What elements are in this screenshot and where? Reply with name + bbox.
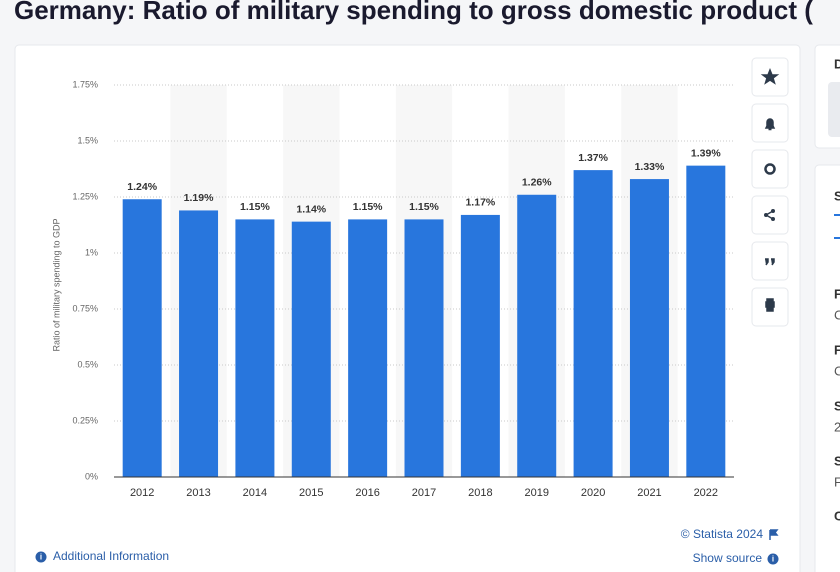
y-tick-label: 1% [85,247,98,257]
side-letter: F [834,474,840,489]
x-tick-label: 2020 [581,487,605,499]
side-letter: D [834,56,840,71]
side-box [828,82,840,137]
side-letter: S [834,453,840,468]
value-label: 1.17% [465,197,495,209]
side-letter: S [834,188,840,203]
side-letter: 2 [834,419,840,434]
value-label: 1.39% [691,147,721,159]
y-tick-label: 0.75% [72,303,98,313]
x-tick-label: 2021 [637,487,661,499]
footer: © Statista 2024 Show source i i Addition… [35,527,779,565]
side-letter: F [834,342,840,357]
x-tick-label: 2013 [186,487,210,499]
y-tick-label: 0.5% [77,359,98,369]
tool-button[interactable] [751,241,789,281]
tool-icon [760,67,780,85]
y-tick-label: 0.25% [72,415,98,425]
bar [517,194,557,477]
bar [291,221,331,477]
bar [179,210,219,477]
side-letter: S [834,398,840,413]
tool-icon [764,163,776,175]
value-label: 1.33% [635,161,665,173]
info-icon-glyph: i [772,555,774,564]
bar [122,199,162,478]
value-label: 1.15% [353,201,383,213]
chart: 0% 0.25% 0.5% 0.75% 1% 1.25% 1.5% 1.75% Ratio of… [51,79,734,499]
tool-icon-dot [764,213,768,217]
show-source[interactable]: Show source [693,551,763,565]
flag-icon [769,529,779,540]
tool-icon [765,298,775,312]
bar [404,219,444,477]
bar [629,179,669,477]
tool-icon-dot [771,217,775,221]
side-card [814,164,840,572]
info-icon-glyph: i [40,553,42,562]
additional-information[interactable]: Additional Information [53,549,169,563]
bar [573,170,613,477]
x-tick-label: 2014 [243,487,267,499]
bar [686,165,726,477]
bar [460,214,500,478]
side-letter: C [834,363,840,378]
tool-icon [764,118,776,131]
tool-icon-dot [771,209,775,213]
side-letter: F [834,286,840,301]
x-tick-label: 2015 [299,487,323,499]
value-label: 1.24% [127,181,157,193]
page-title: Germany: Ratio of military spending to g… [14,0,813,25]
info-icon [35,551,47,563]
y-tick-label: 1.25% [72,191,98,201]
value-label: 1.15% [240,201,270,213]
y-tick-label: 0% [85,471,98,481]
info-icon [767,553,779,565]
x-tick-label: 2012 [130,487,154,499]
x-tick-label: 2018 [468,487,492,499]
y-axis-label: Ratio of military spending to GDP [51,218,61,351]
value-label: 1.14% [296,203,326,215]
x-tick-label: 2019 [524,487,548,499]
copyright[interactable]: © Statista 2024 [681,527,764,541]
side-letter: C [834,307,840,322]
value-label: 1.26% [522,177,552,189]
tool-button[interactable] [751,149,789,189]
x-tick-label: 2017 [412,487,436,499]
bar [348,219,388,477]
toolbar [751,57,789,327]
value-label: 1.19% [184,192,214,204]
x-tick-label: 2022 [694,487,718,499]
tool-button[interactable] [751,195,789,235]
tool-icon [765,258,775,266]
side-letter: C [834,508,840,523]
value-label: 1.15% [409,201,439,213]
bar [235,219,275,477]
x-tick-label: 2016 [355,487,379,499]
y-tick-label: 1.5% [77,135,98,145]
value-label: 1.37% [578,152,608,164]
y-tick-label: 1.75% [72,79,98,89]
